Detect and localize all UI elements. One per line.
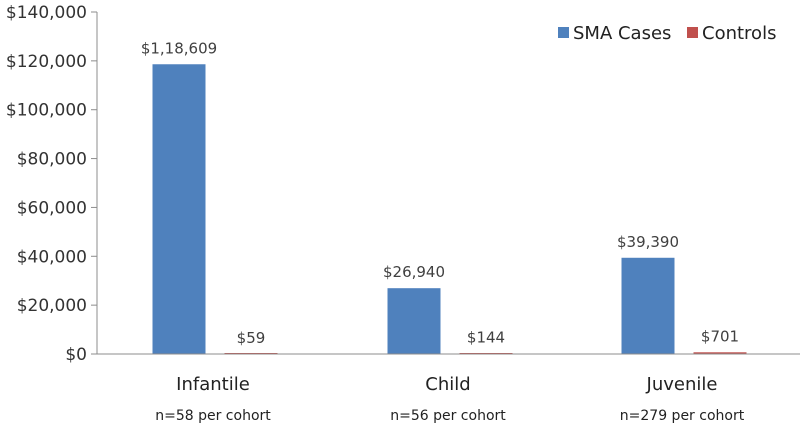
- y-tick-label: $80,000: [17, 150, 87, 170]
- data-labels: $1,18,609 $26,940 $39,390 $59 $144 $701: [141, 39, 739, 347]
- legend-label: Controls: [702, 23, 776, 44]
- bar-sma-cases-infantile: [152, 64, 206, 354]
- x-category-note: n=56 per cohort: [390, 408, 506, 424]
- y-tick-label: $100,000: [6, 101, 87, 121]
- legend-label: SMA Cases: [573, 23, 671, 44]
- legend-swatch-sma-cases: [558, 27, 569, 38]
- x-category-note: n=58 per cohort: [155, 408, 271, 424]
- data-label: $39,390: [617, 233, 679, 251]
- bars: [152, 64, 747, 354]
- y-tick-label: $60,000: [17, 198, 87, 218]
- legend-swatch-controls: [687, 27, 698, 38]
- y-tick-label: $20,000: [17, 296, 87, 316]
- data-label: $26,940: [383, 263, 445, 281]
- y-tick-label: $40,000: [17, 247, 87, 267]
- data-label: $59: [237, 329, 266, 347]
- y-tick-label: $120,000: [6, 52, 87, 72]
- x-category-label: Child: [425, 374, 470, 395]
- y-tick-label: $0: [65, 345, 87, 365]
- x-category-label: Juvenile: [646, 374, 718, 395]
- bar-controls-juvenile: [693, 352, 747, 354]
- x-category-note: n=279 per cohort: [620, 408, 745, 424]
- bar-sma-cases-juvenile: [621, 257, 675, 354]
- data-label: $701: [701, 327, 739, 345]
- data-label: $1,18,609: [141, 39, 217, 57]
- y-axis: $0 $20,000 $40,000 $60,000 $80,000 $100,000 $1…: [6, 3, 98, 365]
- x-category-label: Infantile: [176, 374, 250, 395]
- legend: SMA Cases Controls: [558, 23, 776, 44]
- data-label: $144: [467, 329, 505, 347]
- bar-sma-cases-child: [387, 288, 441, 354]
- y-tick-label: $140,000: [6, 3, 87, 23]
- x-axis: Infantile n=58 per cohort Child n=56 per co…: [97, 353, 800, 424]
